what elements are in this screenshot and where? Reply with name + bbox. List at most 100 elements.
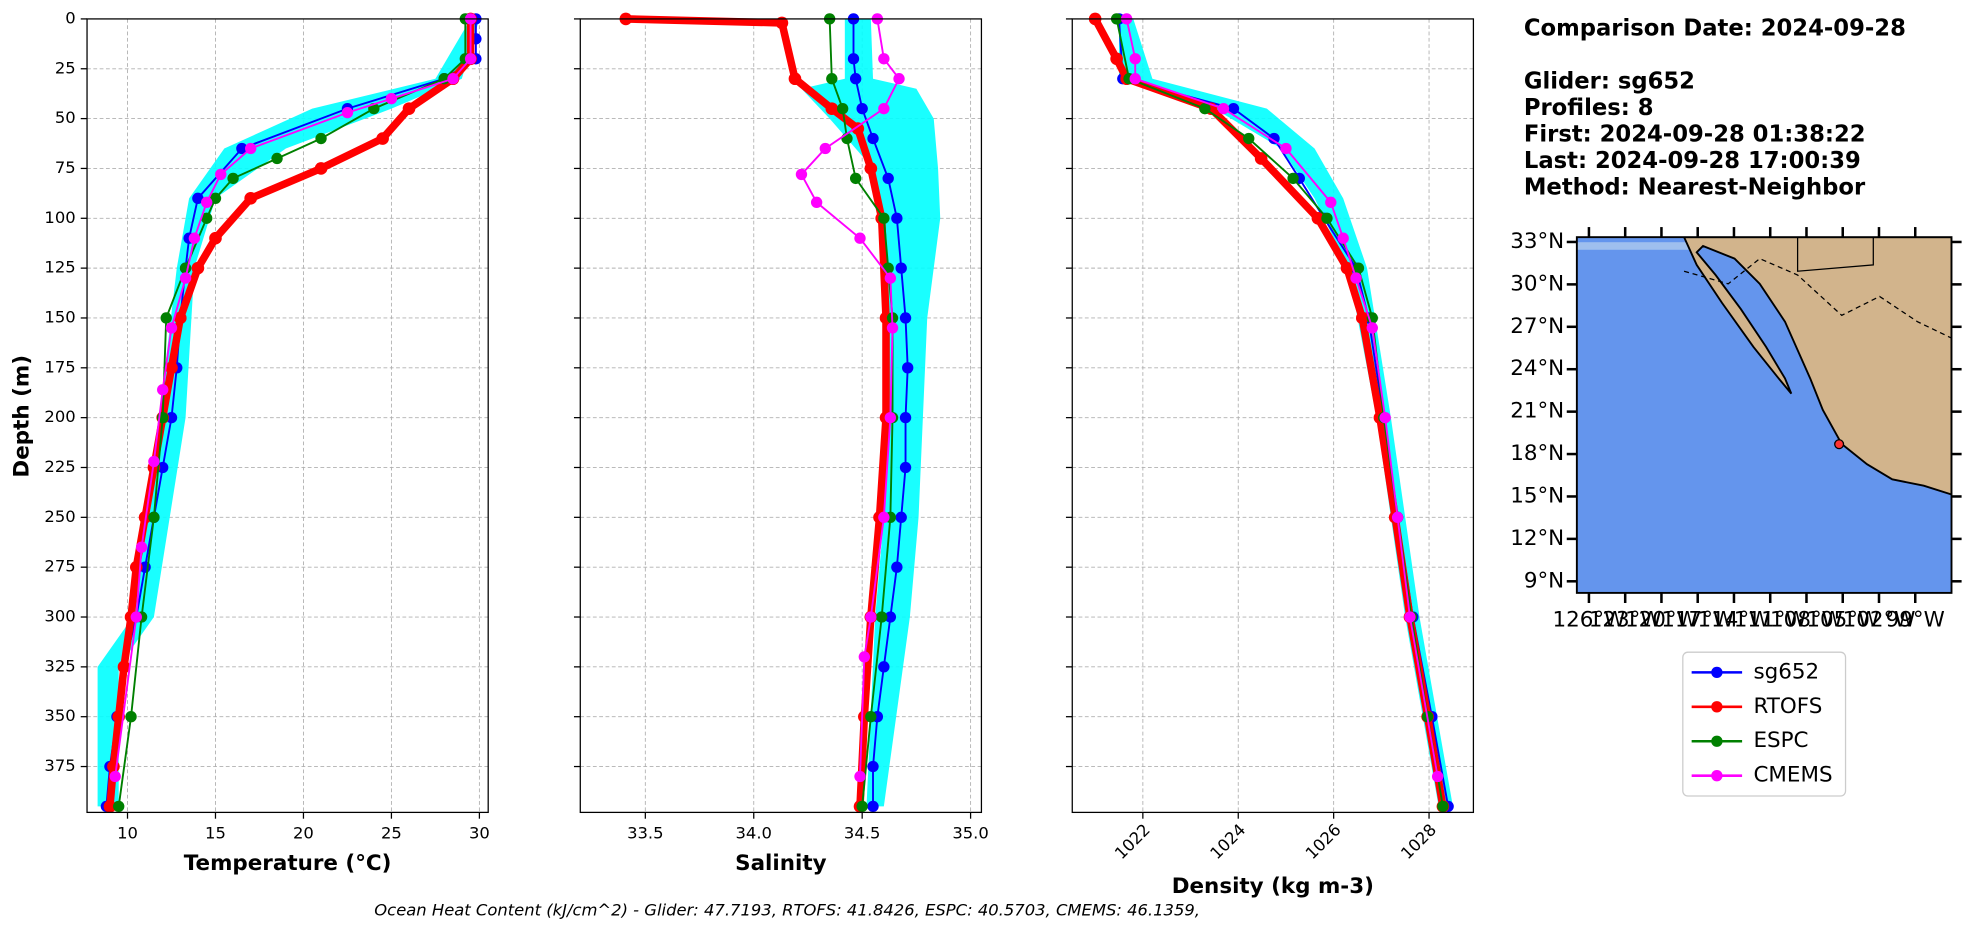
legend-label: ESPC (1753, 728, 1808, 753)
series-marker (160, 312, 172, 324)
series-marker (1217, 102, 1230, 115)
series-marker (819, 142, 831, 155)
y-tick-label: 300 (44, 607, 75, 626)
series-marker (1110, 52, 1123, 66)
series-marker (1243, 132, 1255, 145)
series-marker (1431, 770, 1444, 783)
y-tick-label: 350 (44, 706, 75, 725)
series-marker (876, 611, 888, 623)
series-marker (165, 322, 178, 334)
series-marker (1129, 73, 1141, 85)
info-line: Method: Nearest-Neighbor (1524, 174, 1866, 200)
legend-marker (1711, 666, 1723, 679)
series-line (106, 18, 475, 807)
y-tick-label: 25 (55, 58, 76, 77)
legend-label: CMEMS (1753, 763, 1832, 788)
series-marker (884, 411, 897, 424)
series-marker (884, 272, 897, 284)
series-marker (864, 162, 878, 175)
y-tick-label: 100 (44, 208, 75, 227)
series-marker (165, 411, 178, 424)
info-line: Comparison Date: 2024-09-28 (1524, 16, 1906, 42)
x-tick-label: 33.5 (627, 823, 663, 842)
series-marker (775, 16, 789, 30)
series-marker (899, 411, 912, 424)
series-marker (891, 212, 903, 224)
series-marker (878, 212, 890, 224)
series-marker (201, 212, 213, 224)
glider-location (1834, 439, 1845, 450)
series-marker (878, 511, 890, 524)
series-marker (464, 53, 477, 65)
x-tick-label: 25 (381, 823, 402, 842)
lat-label: 30°N (1510, 271, 1564, 296)
x-axis-label: Salinity (735, 851, 826, 876)
series-marker (236, 142, 248, 155)
series-marker (113, 800, 125, 813)
series-marker (854, 770, 866, 783)
series-marker (849, 73, 862, 85)
info-line: Profiles: 8 (1524, 95, 1654, 121)
legend-label: sg652 (1753, 659, 1819, 684)
series-marker (209, 231, 222, 245)
footnote: Ocean Heat Content (kJ/cm^2) - Glider: 4… (374, 900, 1200, 919)
series-marker (148, 455, 160, 468)
series-marker (849, 172, 862, 185)
series-marker (1129, 53, 1141, 65)
series-marker (878, 661, 890, 673)
series-line (114, 18, 472, 777)
info-line: Last: 2024-09-28 17:00:39 (1524, 148, 1861, 174)
series-marker (447, 73, 459, 85)
series-marker (1391, 511, 1404, 524)
map-area (1576, 237, 1952, 593)
legend (1682, 651, 1847, 797)
series-marker (1287, 172, 1299, 185)
series-marker (867, 760, 879, 773)
map-frame (1575, 236, 1953, 594)
series-marker (1352, 262, 1365, 274)
series-marker (856, 102, 868, 115)
series-marker (117, 660, 131, 674)
series-marker (893, 73, 905, 85)
series-marker (244, 192, 257, 205)
series-marker (135, 541, 148, 553)
series-marker (1340, 261, 1354, 275)
legend-label: RTOFS (1753, 694, 1822, 719)
glider-range (97, 18, 480, 807)
info-line: Glider: sg652 (1524, 68, 1695, 94)
lon-label: 117°W (1661, 608, 1734, 633)
series-marker (385, 92, 398, 105)
glider-range (801, 18, 941, 807)
series-marker (191, 261, 205, 275)
series-marker (891, 561, 903, 573)
series-marker (109, 770, 121, 783)
border (1796, 237, 1874, 272)
x-tick-label: 10 (117, 823, 138, 842)
series-marker (795, 168, 808, 181)
series-marker (826, 73, 838, 85)
lat-label: 15°N (1510, 483, 1564, 508)
series-marker (341, 106, 354, 119)
y-tick-label: 275 (44, 557, 75, 576)
series-marker (209, 192, 222, 205)
lat-label: 18°N (1510, 441, 1564, 466)
series-marker (895, 511, 907, 524)
series-marker (1337, 232, 1349, 244)
series-marker (148, 511, 160, 524)
x-axis-label: Density (kg m-3) (1172, 874, 1374, 899)
series-marker (895, 262, 907, 274)
series-marker (215, 168, 227, 181)
series-marker (376, 132, 389, 145)
lon-label: 114°W (1698, 608, 1771, 633)
series-marker (103, 800, 117, 813)
series-marker (1325, 196, 1337, 209)
lon-label: 105°W (1806, 608, 1879, 633)
series-marker (157, 461, 169, 474)
series-marker (854, 232, 866, 244)
y-tick-label: 50 (55, 108, 76, 127)
series-marker (1350, 272, 1362, 284)
lat-label: 12°N (1510, 526, 1564, 551)
shelf (1576, 242, 1691, 250)
series-marker (188, 232, 201, 244)
